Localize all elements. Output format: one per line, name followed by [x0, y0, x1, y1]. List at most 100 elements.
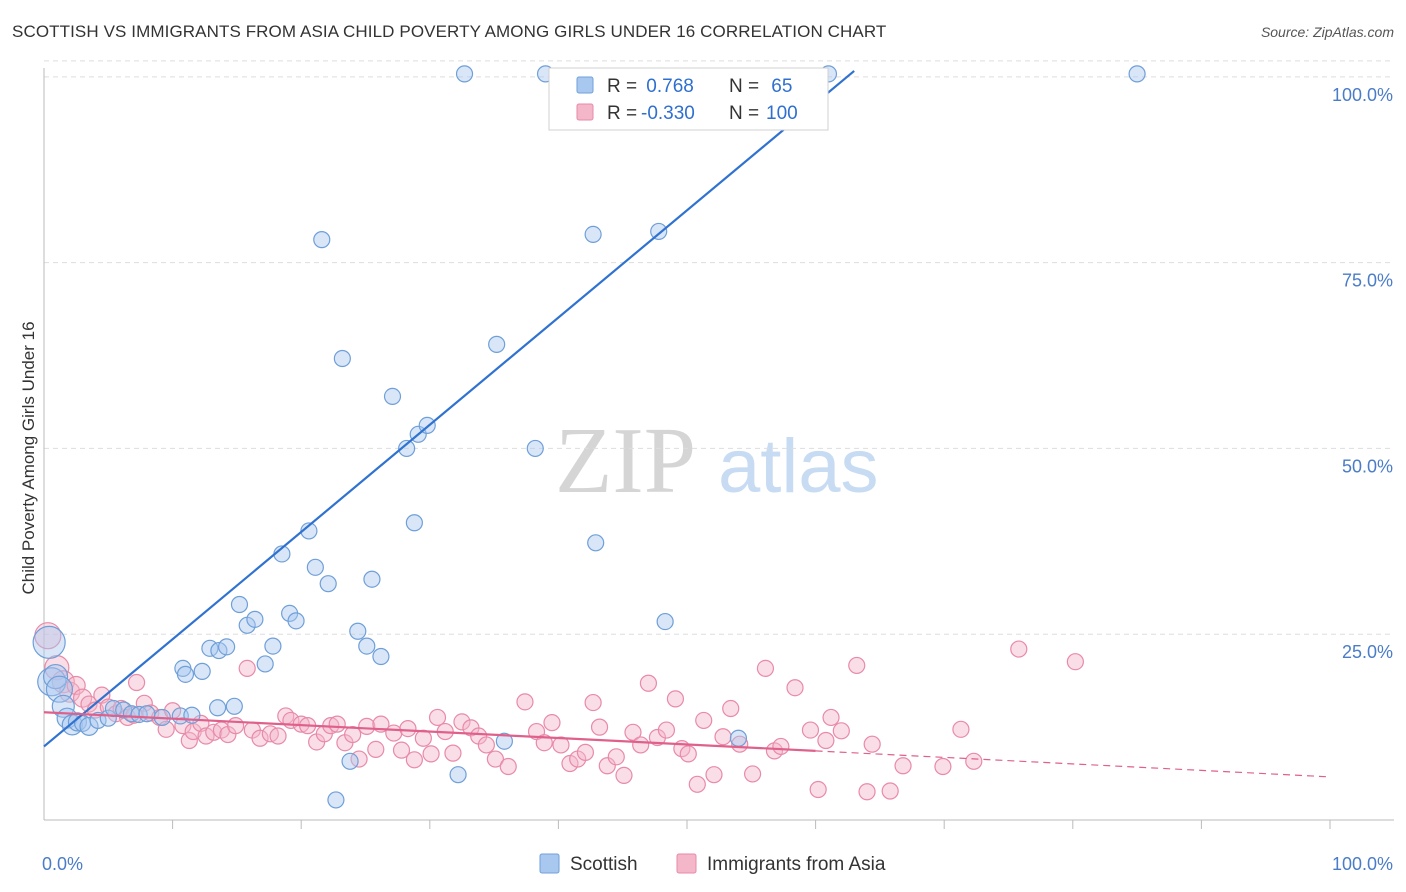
asia-point [607, 748, 625, 766]
scottish-point [363, 570, 381, 588]
asia-point [679, 745, 697, 763]
asia-trend-line [43, 711, 816, 752]
scottish-point [37, 667, 67, 697]
asia-point [881, 782, 899, 800]
asia-point [486, 750, 504, 768]
series-scottish-points [32, 65, 1146, 809]
scottish-point [246, 610, 264, 628]
y-tick-label: 25.0% [1342, 642, 1393, 662]
asia-point [238, 659, 256, 678]
scottish-point [327, 791, 345, 809]
watermark: ZIP atlas [555, 409, 879, 513]
scottish-point [51, 694, 75, 718]
asia-point [422, 745, 440, 763]
scottish-point [333, 349, 351, 368]
asia-point [180, 731, 198, 750]
watermark-atlas: atlas [718, 424, 879, 509]
asia-point [786, 679, 804, 697]
scottish-point [656, 612, 674, 631]
asia-point [705, 766, 723, 784]
scottish-point [455, 65, 474, 83]
legend-r-value-scottish: 0.768 [641, 76, 694, 97]
scottish-point [372, 647, 390, 666]
asia-point [358, 717, 376, 735]
scottish-point [349, 622, 367, 640]
scottish-point [306, 558, 324, 576]
asia-point [385, 724, 403, 742]
scottish-point [79, 716, 99, 736]
asia-point [624, 723, 642, 741]
scottish-point [358, 637, 376, 655]
legend-swatch-scottish [576, 76, 594, 94]
asia-point [934, 757, 952, 776]
asia-point [863, 735, 881, 753]
asia-point [965, 752, 983, 770]
y-axis-label: Child Poverty Among Girls Under 16 [19, 321, 38, 594]
chart-title: SCOTTISH VS IMMIGRANTS FROM ASIA CHILD P… [12, 22, 887, 41]
legend-n-value-asia: 100 [766, 103, 798, 124]
asia-point [632, 736, 650, 754]
series-legend-swatch-asia [676, 853, 697, 874]
asia-point [801, 721, 820, 739]
asia-point [615, 766, 633, 785]
stats-legend: R = 0.768 N = 65 R = -0.330 N = 100 [548, 67, 829, 131]
scottish-point [650, 222, 668, 241]
trend-lines [43, 70, 1331, 778]
scottish-trend-line [43, 70, 855, 748]
asia-point [405, 751, 423, 769]
asia-point [66, 675, 86, 696]
asia-point [952, 720, 970, 738]
asia-point [552, 736, 570, 754]
asia-point [127, 673, 146, 692]
asia-point [444, 744, 462, 762]
legend-r-label-asia: R = [607, 103, 637, 124]
x-tick-label-max: 100.0% [1332, 854, 1393, 874]
scottish-point [587, 534, 605, 552]
scottish-point [89, 711, 107, 730]
legend-n-value-scottish: 65 [766, 76, 792, 97]
scottish-point [230, 595, 249, 614]
legend-n-label-asia: N = [729, 103, 759, 124]
scottish-point [383, 387, 402, 406]
scottish-point [341, 752, 359, 770]
scottish-point [584, 225, 602, 244]
asia-point [772, 737, 790, 756]
asia-point [543, 714, 561, 732]
asia-point [344, 725, 362, 744]
asia-point [576, 743, 595, 761]
scottish-point [218, 638, 236, 656]
asia-point [848, 656, 866, 675]
asia-point [809, 780, 827, 799]
scottish-point [138, 705, 156, 723]
asia-point [657, 721, 676, 739]
scottish-point [449, 766, 467, 784]
asia-point [516, 693, 534, 711]
asia-trend-extension [815, 750, 1331, 778]
scottish-point [319, 575, 337, 593]
asia-point [590, 718, 609, 736]
series-legend-swatch-scottish [539, 853, 560, 874]
legend-r-value-asia: -0.330 [641, 103, 695, 124]
asia-point [822, 708, 840, 727]
scottish-point [405, 514, 423, 532]
asia-point [499, 757, 517, 776]
asia-point [639, 674, 658, 692]
x-tick-label-min: 0.0% [42, 854, 83, 874]
asia-point [894, 757, 912, 775]
asia-point [367, 740, 385, 759]
asia-point [72, 688, 93, 708]
scottish-point [225, 697, 243, 715]
asia-point [1066, 653, 1084, 671]
asia-point [251, 729, 269, 747]
asia-point [1010, 640, 1028, 658]
asia-point [584, 693, 602, 712]
asia-point [756, 659, 775, 678]
stats-legend-frame [548, 67, 829, 131]
scottish-point [264, 637, 282, 655]
axes: 0.0% 100.0% [42, 68, 1394, 874]
series-legend-label-asia: Immigrants from Asia [707, 854, 886, 875]
asia-point [227, 717, 245, 735]
legend-n-label-scottish: N = [729, 76, 759, 97]
asia-point [817, 731, 835, 750]
